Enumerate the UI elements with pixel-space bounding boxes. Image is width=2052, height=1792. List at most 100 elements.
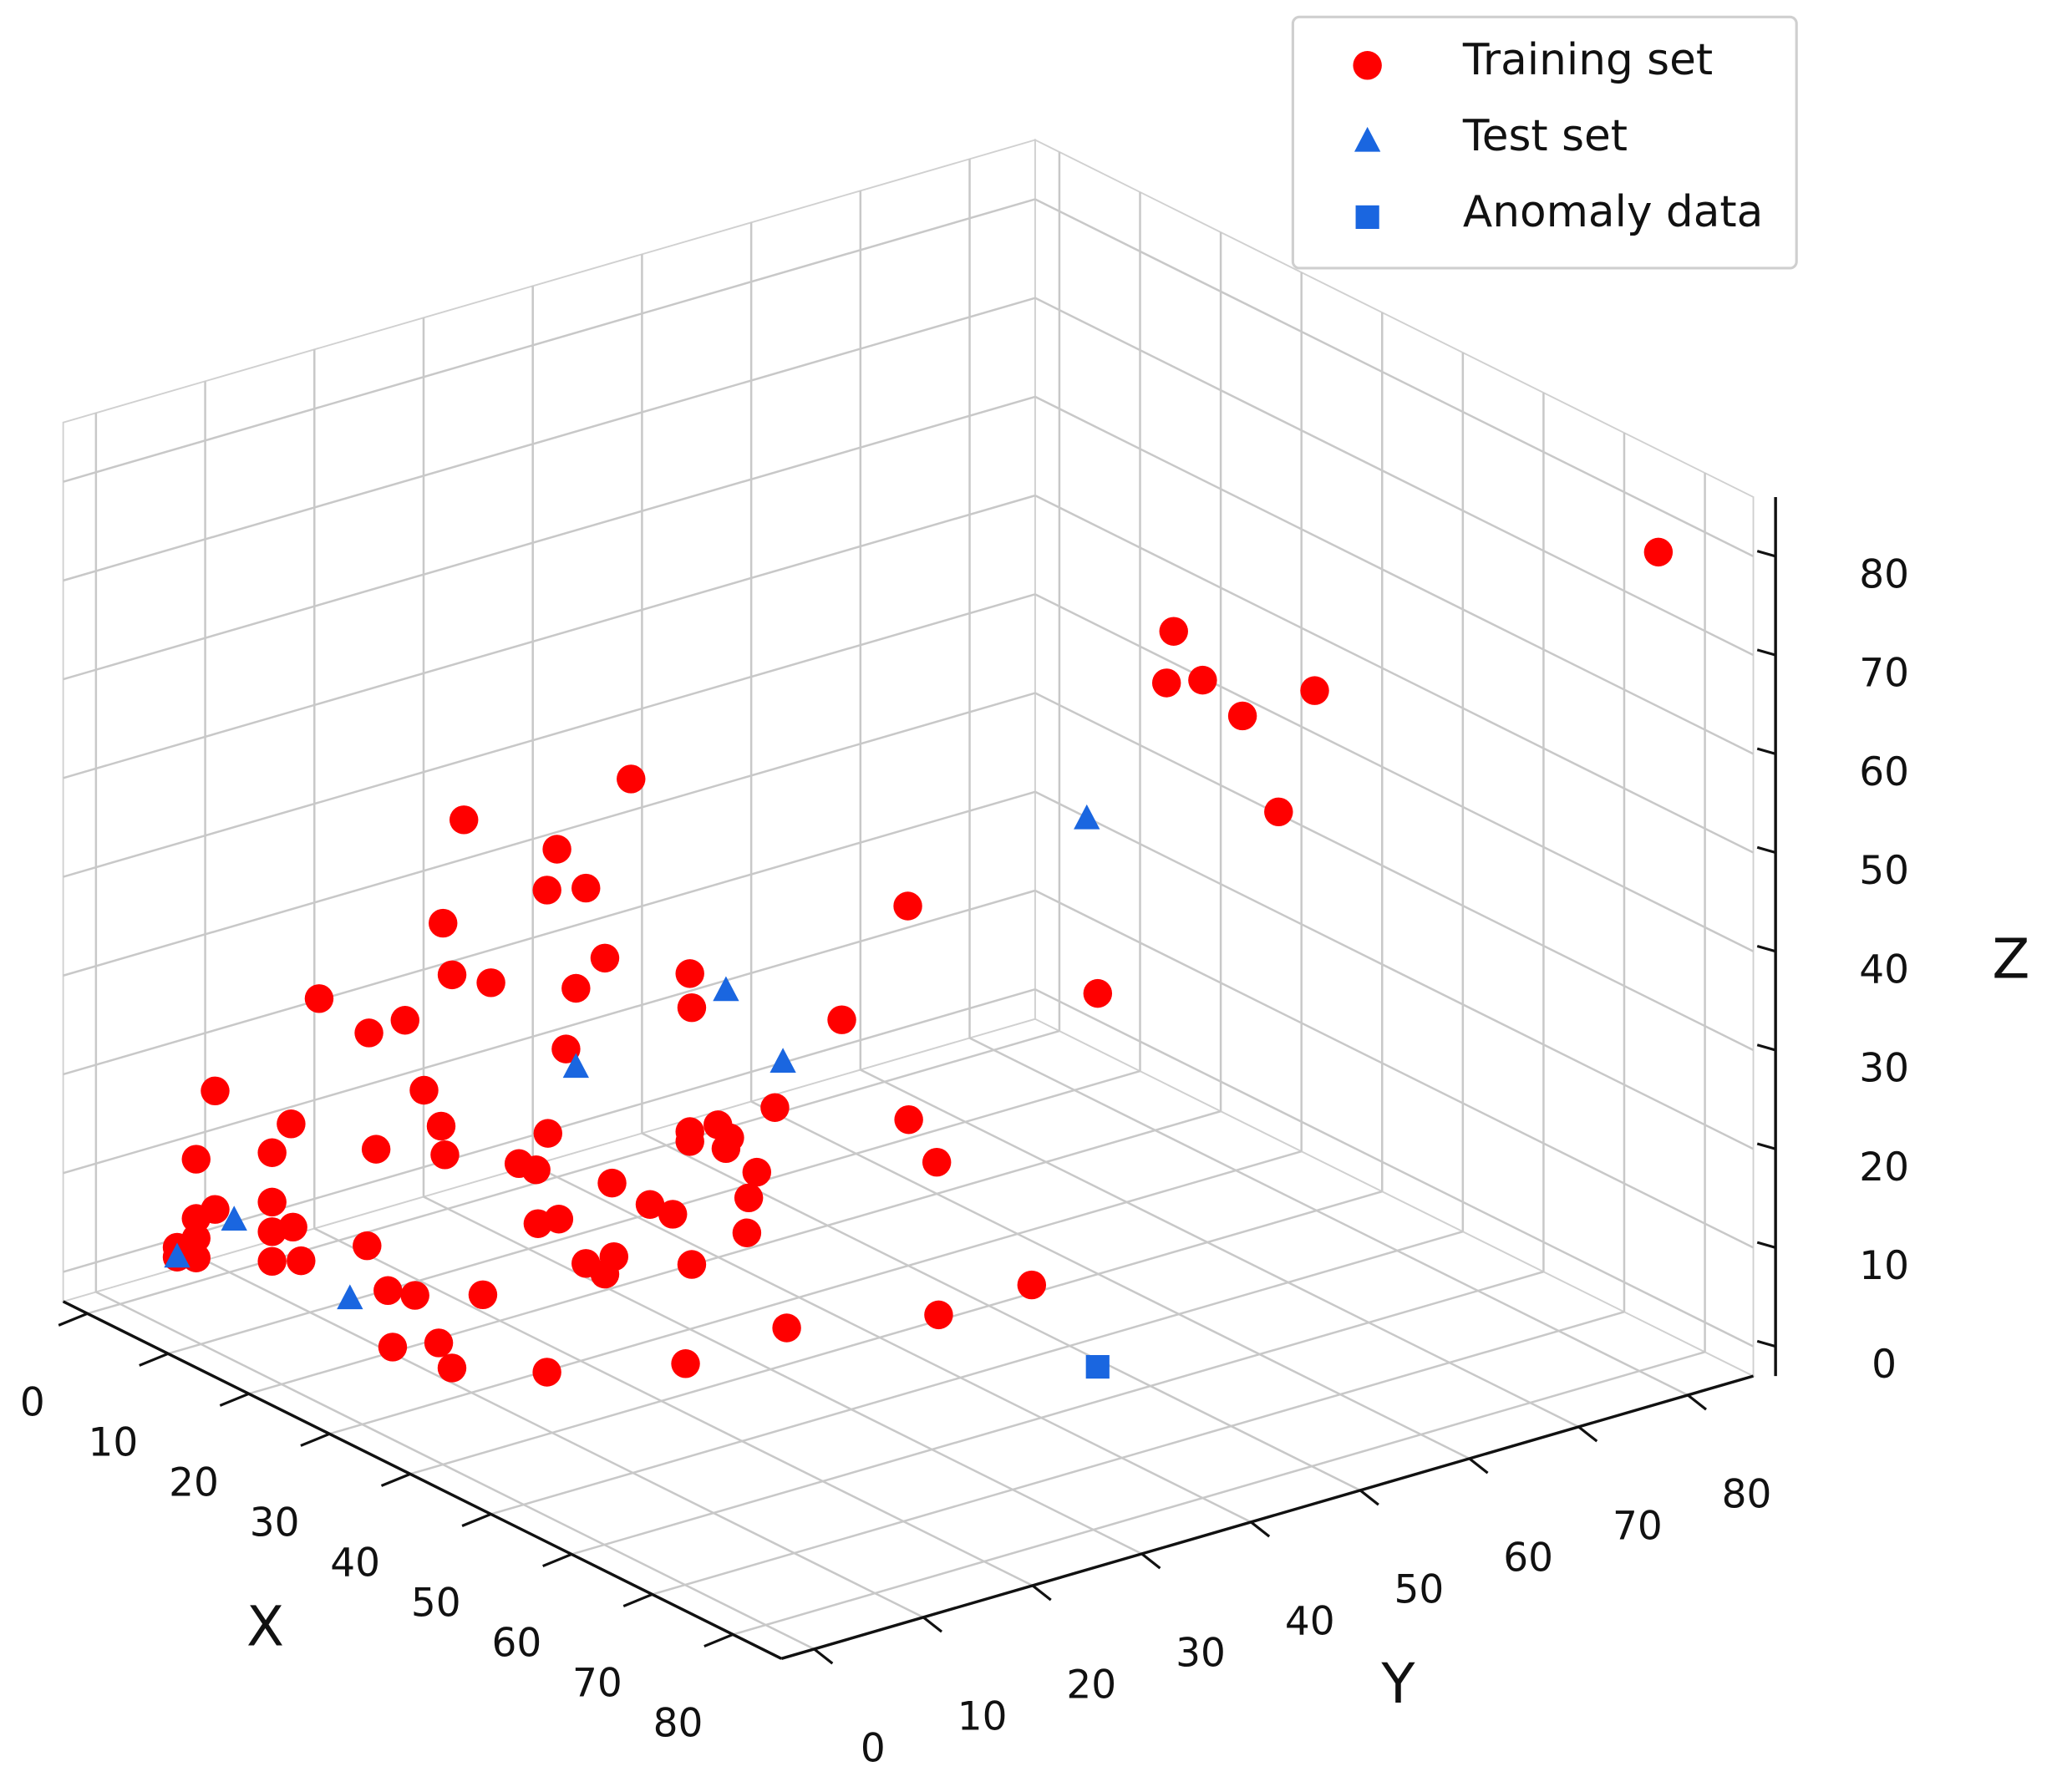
y-tick [813, 1647, 834, 1665]
circle-marker [677, 992, 707, 1023]
triangle-marker [221, 1206, 247, 1231]
x-axis [62, 1300, 782, 1660]
circle-marker [277, 1109, 306, 1139]
grid-line [1034, 395, 1755, 755]
legend-label: Test set [1462, 111, 1628, 161]
triangle-marker [562, 1053, 589, 1079]
x-tick-label: 40 [330, 1540, 380, 1586]
grid-line [87, 1029, 1060, 1315]
grid-line [95, 1291, 815, 1651]
z-tick [1756, 747, 1776, 755]
circle-marker [257, 1138, 287, 1167]
circle-marker [181, 1145, 211, 1174]
y-tick-label: 0 [861, 1726, 886, 1772]
z-tick-label: 50 [1859, 848, 1909, 894]
circle-marker [924, 1300, 953, 1330]
z-tick-label: 40 [1859, 947, 1909, 992]
circle-marker [257, 1246, 287, 1277]
circle-marker [521, 1155, 551, 1185]
triangle-marker [337, 1284, 363, 1310]
circle-marker [354, 1018, 383, 1048]
grid-line [329, 1150, 1303, 1435]
circle-marker [304, 984, 334, 1013]
z-tick [1756, 1142, 1776, 1150]
x-tick-label: 60 [491, 1621, 541, 1667]
x-tick [380, 1472, 411, 1487]
circle-marker [361, 1135, 391, 1164]
z-tick-label: 20 [1859, 1145, 1909, 1190]
triangle-marker [770, 1048, 796, 1073]
circle-marker [760, 1093, 790, 1122]
y-tick-label: 40 [1285, 1599, 1335, 1645]
z-tick-label: 70 [1859, 651, 1909, 697]
z-tick [1756, 550, 1776, 558]
z-tick [1756, 648, 1776, 657]
circle-marker [711, 1134, 741, 1164]
circle-marker [429, 908, 458, 938]
circle-marker [827, 1005, 856, 1034]
x-tick-label: 10 [89, 1419, 139, 1465]
circle-marker [1159, 617, 1188, 646]
y-tick [1468, 1457, 1489, 1475]
circle-marker [922, 1147, 952, 1177]
circle-marker [468, 1280, 498, 1310]
circle-marker [278, 1212, 307, 1242]
circle-marker [1227, 701, 1257, 731]
circle-marker [734, 1183, 764, 1213]
x-tick-label: 0 [20, 1379, 45, 1425]
grid-line [248, 1109, 1222, 1395]
grid-line [313, 1227, 1034, 1587]
grid-line [532, 1164, 1252, 1524]
grid-line [1034, 790, 1755, 1150]
x-tick-label: 50 [411, 1581, 461, 1627]
circle-marker [675, 959, 704, 988]
circle-marker [551, 1034, 581, 1064]
z-tick [1756, 1043, 1776, 1052]
panes [61, 139, 1756, 1660]
circle-marker [732, 1218, 762, 1247]
circle-marker [1083, 978, 1113, 1008]
z-tick-label: 60 [1859, 749, 1909, 795]
circle-marker [449, 805, 479, 835]
grid-line [63, 494, 1036, 779]
y-tick [1250, 1520, 1271, 1538]
y-tick [1140, 1552, 1161, 1570]
legend-label: Training set [1462, 35, 1713, 85]
z-tick-label: 80 [1859, 551, 1909, 597]
x-tick-label: 30 [250, 1500, 300, 1546]
square-marker [1085, 1354, 1110, 1379]
x-tick-label: 80 [653, 1701, 703, 1747]
grid-line [652, 1311, 1625, 1596]
triangle-marker [1354, 126, 1381, 152]
triangle-marker [164, 1242, 190, 1268]
legend-box [1291, 15, 1798, 270]
z-tick-label: 10 [1859, 1243, 1909, 1289]
x-axis-title: X [246, 1595, 284, 1659]
grid-line [732, 1351, 1705, 1636]
circle-marker [561, 973, 591, 1003]
grid-line [1034, 198, 1755, 558]
triangle-marker [1074, 804, 1100, 830]
grid-line [750, 1100, 1470, 1460]
x-tick [58, 1312, 89, 1327]
circle-marker [424, 1328, 454, 1358]
grid-line [1034, 692, 1755, 1052]
y-tick [922, 1616, 943, 1633]
y-tick-label: 50 [1394, 1567, 1445, 1613]
circle-marker [532, 876, 561, 905]
circle-marker [430, 1140, 460, 1170]
grid-line [63, 790, 1036, 1076]
triangle-marker [713, 976, 739, 1002]
circle-marker [675, 1117, 704, 1146]
circle-marker [617, 764, 646, 794]
circle-marker [1151, 668, 1181, 698]
y-tick-label: 20 [1066, 1663, 1116, 1708]
x-tick [139, 1352, 169, 1367]
grid-line [1034, 988, 1755, 1348]
circle-marker [677, 1250, 707, 1279]
circle-marker [532, 1358, 561, 1387]
points [162, 537, 1674, 1387]
x-tick [622, 1593, 653, 1607]
circle-marker [635, 1190, 665, 1219]
z-tick [1756, 845, 1776, 855]
